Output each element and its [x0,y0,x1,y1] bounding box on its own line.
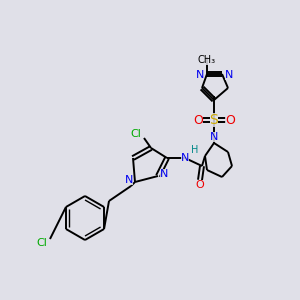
Text: N: N [210,132,218,142]
Text: CH₃: CH₃ [198,55,216,65]
Text: H: H [191,145,199,155]
Text: S: S [210,113,218,127]
Text: O: O [225,113,235,127]
Text: N: N [181,153,189,163]
Text: N: N [125,175,133,185]
Text: O: O [193,113,203,127]
Text: N: N [160,169,168,179]
Text: Cl: Cl [130,129,141,139]
Text: Cl: Cl [37,238,47,248]
Text: O: O [196,180,204,190]
Text: N: N [196,70,204,80]
Text: N: N [225,70,233,80]
